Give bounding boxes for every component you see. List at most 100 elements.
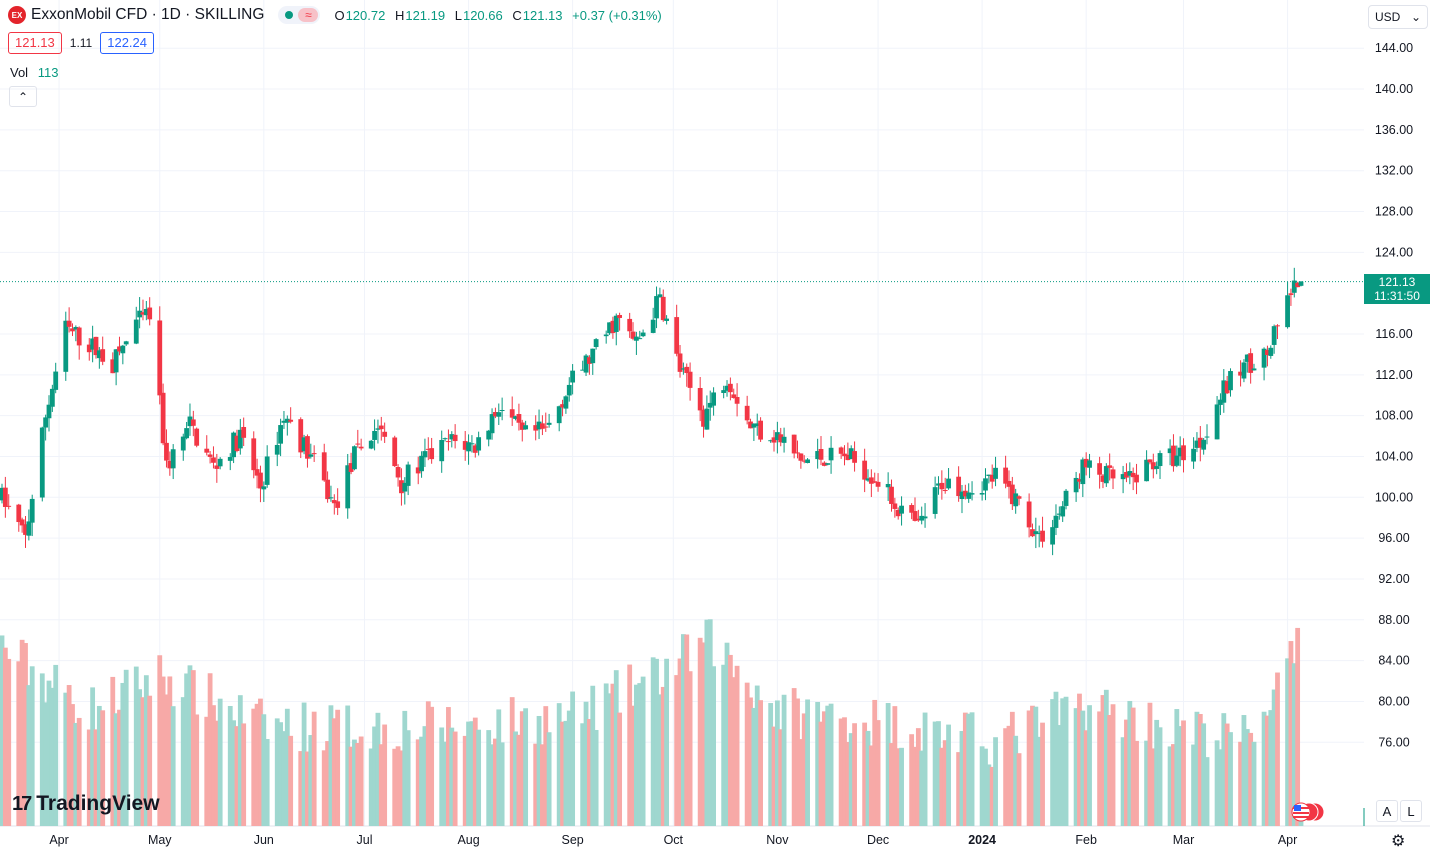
volume-bar [986, 764, 992, 826]
candle-body [895, 509, 901, 517]
spread-value: 1.11 [69, 36, 93, 50]
candle-body [117, 346, 122, 352]
volume-bar [899, 747, 904, 826]
volume-bar [680, 634, 686, 826]
y-tick-label: 124.00 [1375, 245, 1413, 259]
sell-button[interactable]: 121.13 [8, 32, 62, 54]
volume-bar [187, 665, 193, 826]
volume-bar [1097, 711, 1103, 826]
candle-body [446, 441, 451, 443]
candle-body [140, 312, 146, 315]
candle-body [1261, 348, 1267, 368]
volume-bar [915, 728, 921, 826]
volume-bar [875, 720, 881, 826]
candle-body [570, 370, 576, 383]
candle-body [815, 451, 821, 460]
volume-bar [570, 691, 576, 826]
volume-bar [143, 675, 149, 826]
candle-body [234, 435, 240, 451]
candle-body [66, 320, 72, 327]
x-tick-label: 2024 [968, 833, 996, 847]
candle-body [939, 482, 945, 490]
volume-bar [2, 647, 8, 826]
candle-body [892, 503, 898, 509]
volume-bar [922, 712, 928, 826]
volume-bar [536, 715, 542, 826]
tradingview-logo[interactable]: 17 TradingView [12, 792, 160, 816]
market-status[interactable]: ≈ [278, 6, 321, 24]
candle-body [1053, 515, 1059, 528]
symbol-title[interactable]: ExxonMobil CFD · 1D · SKILLING [31, 6, 265, 23]
candle-body [805, 459, 810, 463]
candle-body [493, 412, 498, 417]
candle-body [1295, 282, 1301, 288]
volume-bar [838, 718, 844, 826]
gear-icon[interactable]: ⚙ [1391, 833, 1406, 850]
candle-body [1167, 448, 1173, 454]
buy-button[interactable]: 122.24 [100, 32, 154, 54]
candle-body [868, 477, 874, 484]
volume-bar [795, 698, 800, 826]
candle-body [801, 460, 807, 462]
volume-bar [989, 766, 995, 826]
volume-bar [509, 697, 515, 826]
volume-bar [254, 703, 260, 826]
log-scale-button[interactable]: L [1400, 800, 1422, 822]
volume-bar [956, 752, 962, 826]
volume-bar [852, 723, 857, 826]
volume-bar [1009, 711, 1015, 826]
volume-bar [778, 729, 784, 826]
open-value: 120.72 [345, 7, 386, 23]
tradingview-wordmark: TradingView [36, 792, 160, 815]
volume-bar [1238, 741, 1243, 826]
volume-bar [697, 637, 703, 826]
candle-body [744, 405, 750, 421]
candle-body [147, 307, 153, 320]
candle-body [1103, 466, 1109, 484]
candle-body [1063, 490, 1069, 506]
volume-bar [442, 741, 448, 826]
volume-bar [281, 731, 287, 826]
volume-bar [325, 741, 330, 826]
collapse-legend-button[interactable]: ⌃ [9, 86, 37, 107]
volume-bar [774, 700, 780, 826]
volume-bar [781, 694, 787, 826]
candle-body [587, 357, 592, 364]
candle-body [674, 317, 680, 354]
volume-bar [39, 673, 45, 826]
volume-bar [560, 721, 565, 826]
volume-bar [486, 730, 492, 826]
countdown-value: 11:31:50 [1374, 288, 1420, 303]
volume-bar [160, 676, 166, 826]
volume-bar [734, 665, 740, 826]
candle-body [76, 327, 82, 346]
volume-bar [493, 738, 498, 826]
volume-bar [284, 708, 290, 826]
volume-bar [942, 740, 948, 826]
candle-body [1228, 371, 1233, 391]
candle-body [751, 423, 757, 428]
auto-scale-button[interactable]: A [1376, 800, 1398, 822]
volume-bar [805, 699, 810, 826]
candle-body [157, 320, 163, 396]
volume-bar [164, 694, 169, 826]
volume-bar [1150, 748, 1156, 826]
volume-bar [687, 671, 693, 826]
candle-body [932, 487, 938, 514]
candle-body [402, 482, 408, 492]
currency-select[interactable]: USD ⌄ [1368, 5, 1428, 29]
candle-body [26, 521, 32, 536]
candle-body [956, 476, 962, 497]
candle-body [217, 458, 223, 467]
volume-bar [1271, 689, 1277, 826]
candle-body [1268, 347, 1274, 356]
candle-body [372, 430, 377, 440]
volume-bar [744, 682, 750, 826]
x-tick-label: Feb [1075, 833, 1097, 847]
candle-body [211, 457, 216, 463]
candle-body [983, 478, 988, 491]
candle-body [170, 449, 176, 469]
candle-body [227, 457, 233, 461]
